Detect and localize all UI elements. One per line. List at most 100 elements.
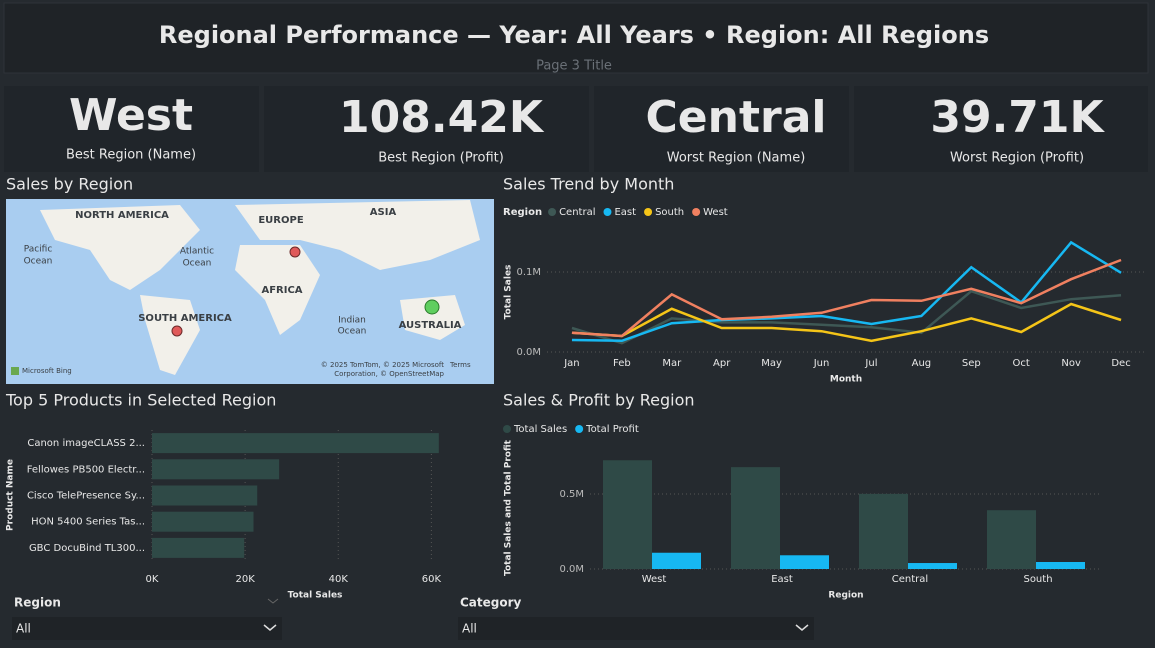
x-tick-label: 0K — [146, 574, 159, 585]
y-tick-label: 0.5M — [559, 489, 584, 500]
map-logo: Microsoft Bing — [22, 367, 72, 375]
bar — [152, 485, 258, 506]
kpi-card — [264, 86, 589, 172]
legend-marker — [644, 208, 653, 216]
bar — [731, 467, 780, 569]
y-tick-label: Fellowes PB500 Electr... — [27, 464, 145, 475]
slicer-value: All — [16, 622, 31, 636]
x-tick-label: Sep — [962, 358, 981, 369]
bar — [987, 510, 1036, 569]
slicer-title: Region — [14, 596, 61, 610]
y-tick-label: Canon imageCLASS 2... — [27, 438, 145, 449]
bar — [859, 493, 908, 569]
x-tick-label: Jul — [864, 358, 877, 369]
slicer-dropdown[interactable] — [458, 617, 814, 640]
y-tick-label: 0.1M — [516, 267, 541, 278]
x-tick-label: Apr — [713, 358, 731, 369]
x-axis-title: Region — [828, 591, 863, 601]
legend-label: Total Profit — [585, 424, 639, 435]
dropdown-chevron — [263, 624, 277, 631]
kpi-label: Best Region (Profit) — [378, 151, 504, 166]
kpi-value: 39.71K — [930, 92, 1105, 143]
map-label: Ocean — [24, 257, 53, 267]
line-series — [571, 302, 1122, 343]
x-tick-label: Nov — [1061, 358, 1081, 369]
x-tick-label: Oct — [1013, 358, 1030, 369]
land — [40, 205, 200, 290]
bar — [780, 555, 829, 569]
bar — [152, 433, 439, 454]
kpi-value: West — [69, 90, 193, 141]
bar — [152, 511, 254, 532]
y-tick-label: GBC DocuBind TL300... — [29, 543, 145, 554]
kpi-label: Worst Region (Name) — [667, 151, 806, 166]
map-terms[interactable]: Terms — [449, 361, 471, 369]
legend-marker — [692, 208, 701, 216]
line-series — [571, 289, 1122, 345]
bar — [908, 563, 957, 569]
map-bubble[interactable] — [171, 325, 183, 337]
kpi-label: Best Region (Name) — [66, 148, 196, 163]
land — [235, 245, 320, 335]
y-tick-label: Cisco TelePresence Sy... — [27, 491, 145, 502]
slicer-dropdown[interactable] — [12, 617, 282, 640]
legend-marker — [503, 425, 511, 433]
map-label: Atlantic — [180, 247, 214, 257]
legend-label: Central — [559, 207, 595, 218]
y-axis-title: Total Sales — [504, 265, 514, 320]
map-title: Sales by Region — [6, 175, 133, 194]
map-attribution: © 2025 TomTom, © 2025 Microsoft — [321, 361, 444, 369]
x-axis-title: Total Sales — [288, 591, 343, 601]
y-tick-label: 0.0M — [516, 347, 541, 358]
x-tick-label: May — [761, 358, 782, 369]
x-tick-label: Feb — [613, 358, 631, 369]
slicers: Region All Category All — [12, 596, 814, 640]
bar — [152, 459, 280, 480]
chart-title: Sales & Profit by Region — [503, 391, 695, 410]
legend-label: West — [703, 207, 728, 218]
line-series — [571, 258, 1122, 338]
dropdown-chevron — [795, 624, 809, 631]
kpi-value: 108.42K — [339, 92, 545, 143]
land — [400, 295, 465, 340]
map-label: Ocean — [338, 327, 367, 337]
y-axis-title: Product Name — [6, 459, 16, 531]
x-tick-label: West — [642, 574, 667, 585]
map-bubble[interactable] — [289, 246, 301, 258]
land — [235, 200, 480, 270]
page-subtitle: Page 3 Title — [536, 59, 612, 74]
map-label: AUSTRALIA — [399, 320, 462, 331]
x-tick-label: Jun — [813, 358, 830, 369]
x-tick-label: Jan — [563, 358, 579, 369]
map-label: Ocean — [183, 259, 212, 269]
legend-label: Total Sales — [513, 424, 567, 435]
y-tick-label: 0.0M — [559, 564, 584, 575]
bar — [652, 552, 701, 569]
map-label: NORTH AMERICA — [75, 210, 169, 221]
kpi-card — [594, 86, 849, 172]
map-attribution: Corporation, © OpenStreetMap — [334, 370, 444, 378]
kpi-card — [854, 86, 1148, 172]
map-label: EUROPE — [258, 215, 303, 226]
bar — [152, 537, 245, 558]
map: NORTH AMERICA EUROPE ASIA Pacific Ocean … — [6, 199, 494, 384]
kpi-card — [4, 86, 259, 172]
chart-title: Top 5 Products in Selected Region — [5, 391, 276, 410]
map-bubble[interactable] — [424, 299, 440, 315]
x-tick-label: Aug — [912, 358, 932, 369]
map-label: ASIA — [370, 207, 397, 218]
kpi-value: Central — [646, 92, 827, 143]
x-tick-label: 20K — [235, 574, 255, 585]
kpi-cards: West Best Region (Name) 108.42K Best Reg… — [4, 86, 1148, 172]
x-axis-title: Month — [830, 375, 862, 385]
legend-marker — [575, 425, 584, 433]
slicer-value: All — [462, 622, 477, 636]
map-label: Pacific — [24, 245, 53, 255]
chart-title: Sales Trend by Month — [503, 175, 674, 194]
legend-marker — [603, 208, 612, 216]
x-tick-label: Central — [892, 574, 928, 585]
page-title: Regional Performance — Year: All Years •… — [159, 21, 989, 49]
bar — [603, 460, 652, 569]
